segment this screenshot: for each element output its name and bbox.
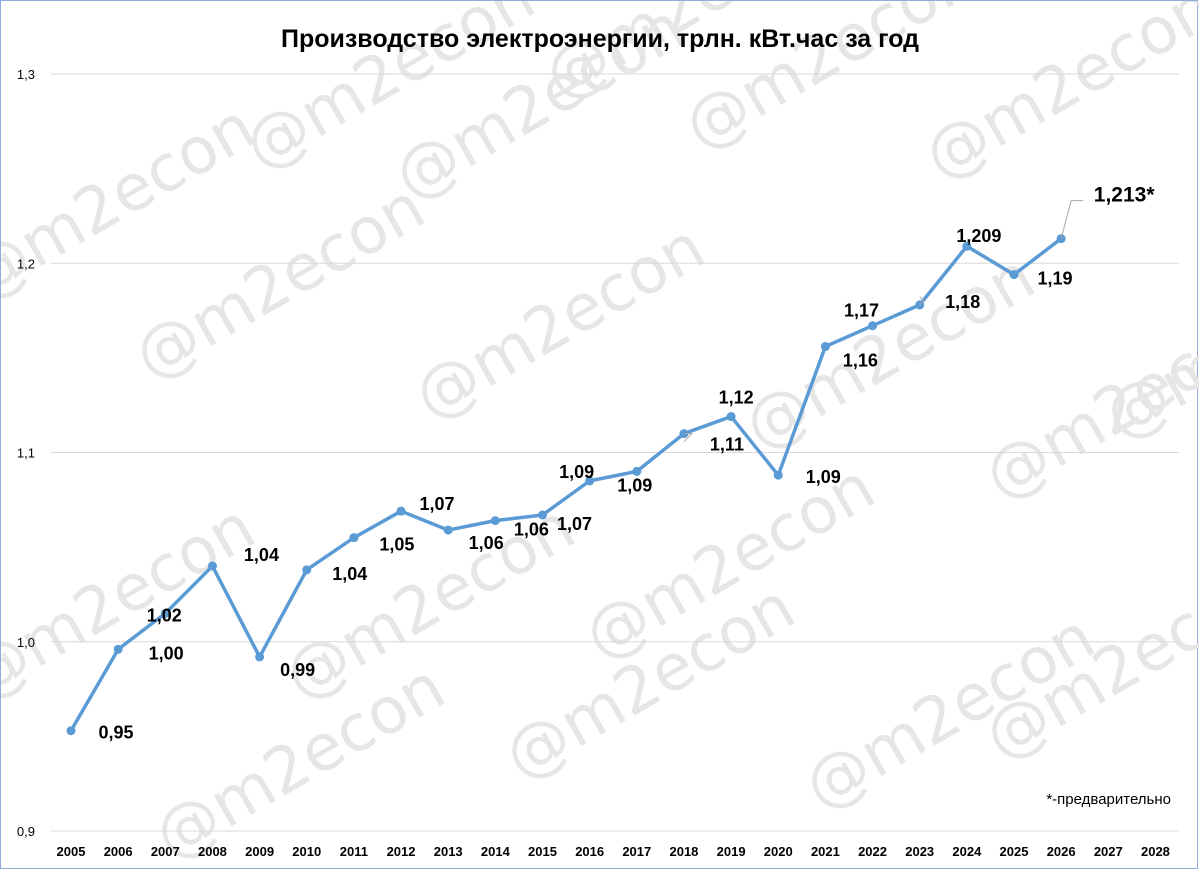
data-point (868, 321, 878, 331)
data-label: 1,17 (844, 301, 879, 321)
x-tick-label: 2022 (858, 844, 887, 859)
data-point (1009, 270, 1019, 280)
gridlines (51, 73, 1179, 832)
data-point (632, 466, 642, 476)
data-point (773, 470, 783, 480)
data-label: 1,07 (557, 514, 592, 534)
watermark-text: @m2econ (732, 240, 1047, 465)
data-point (585, 476, 595, 486)
x-tick-label: 2015 (528, 844, 557, 859)
x-tick-label: 2023 (905, 844, 934, 859)
label-leader-line (683, 433, 694, 442)
watermark-text: @m2econ (402, 210, 717, 435)
data-point (726, 412, 736, 422)
data-label: 0,95 (98, 723, 133, 743)
data-label: 1,05 (379, 535, 414, 555)
data-point (302, 565, 312, 575)
x-tick-label: 2012 (387, 844, 416, 859)
x-tick-label: 2025 (1000, 844, 1029, 859)
data-label: 0,99 (280, 660, 315, 680)
x-tick-label: 2020 (764, 844, 793, 859)
x-tick-label: 2028 (1141, 844, 1170, 859)
x-tick-label: 2009 (245, 844, 274, 859)
data-point (255, 652, 265, 662)
x-tick-label: 2019 (717, 844, 746, 859)
data-label: 1,04 (244, 545, 279, 565)
watermark-text: @m2econ (912, 1, 1199, 195)
x-tick-label: 2026 (1047, 844, 1076, 859)
data-point (160, 608, 170, 618)
x-tick-label: 2010 (292, 844, 321, 859)
data-point (538, 510, 547, 520)
x-tick-label: 2005 (57, 844, 86, 859)
data-label: 1,12 (719, 388, 754, 408)
x-tick-label: 2008 (198, 844, 227, 859)
data-label: 1,04 (332, 564, 367, 584)
watermark-text: @m2econ (1, 490, 267, 715)
data-label: 1,06 (469, 533, 504, 553)
data-point (490, 516, 500, 526)
x-tick-label: 2014 (481, 844, 511, 859)
y-tick-label: 1,3 (17, 67, 35, 82)
data-label: 1,02 (147, 605, 182, 625)
x-tick-label: 2007 (151, 844, 180, 859)
x-tick-label: 2027 (1094, 844, 1123, 859)
x-tick-label: 2017 (622, 844, 651, 859)
data-label: 1,00 (149, 643, 184, 663)
x-tick-label: 2011 (340, 844, 368, 859)
data-label: 1,09 (559, 462, 594, 482)
x-tick-label: 2016 (575, 844, 604, 859)
footnote: *-предварительно (1046, 791, 1171, 808)
data-label: 1,07 (420, 494, 455, 514)
data-label: 1,213* (1094, 184, 1156, 207)
data-point (962, 241, 972, 251)
data-point (349, 533, 359, 543)
data-label: 1,09 (806, 467, 841, 487)
data-label: 1,06 (514, 520, 549, 540)
data-point (66, 726, 76, 736)
x-tick-label: 2021 (811, 844, 840, 859)
data-label: 1,09 (617, 475, 652, 495)
label-leader-line (919, 296, 925, 306)
x-tick-label: 2013 (434, 844, 463, 859)
series-line (69, 237, 1063, 732)
y-tick-label: 1,1 (17, 446, 35, 461)
y-tick-label: 1,0 (17, 635, 35, 650)
data-label: 1,16 (843, 351, 878, 371)
data-label: 1,19 (1037, 269, 1072, 289)
data-label: 1,11 (710, 435, 744, 455)
y-axis-ticks: 0,9 1,0 1,1 1,2 1,3 (17, 67, 35, 839)
data-point (396, 506, 406, 516)
data-point (113, 644, 123, 654)
x-tick-label: 2006 (104, 844, 133, 859)
data-point (820, 342, 830, 352)
data-point (207, 561, 217, 571)
label-leader-line (1060, 200, 1084, 239)
y-tick-label: 1,2 (17, 256, 35, 271)
data-labels: 0,95 1,00 1,02 1,04 0,99 1,04 1,05 1,07 1,06 1,06… (98, 184, 1155, 743)
x-tick-label: 2018 (669, 844, 698, 859)
chart-title: Производство электроэнергии, трлн. кВт.ч… (281, 25, 919, 53)
series-layer (66, 234, 1066, 736)
x-axis-ticks: 2005 2006 2007 2008 2009 2010 2011 2012 2013 2014… (57, 844, 1170, 859)
x-tick-label: 2024 (952, 844, 982, 859)
data-label: 1,209 (956, 226, 1001, 246)
y-tick-label: 0,9 (17, 824, 35, 839)
data-point (443, 525, 453, 535)
data-label: 1,18 (945, 292, 980, 312)
